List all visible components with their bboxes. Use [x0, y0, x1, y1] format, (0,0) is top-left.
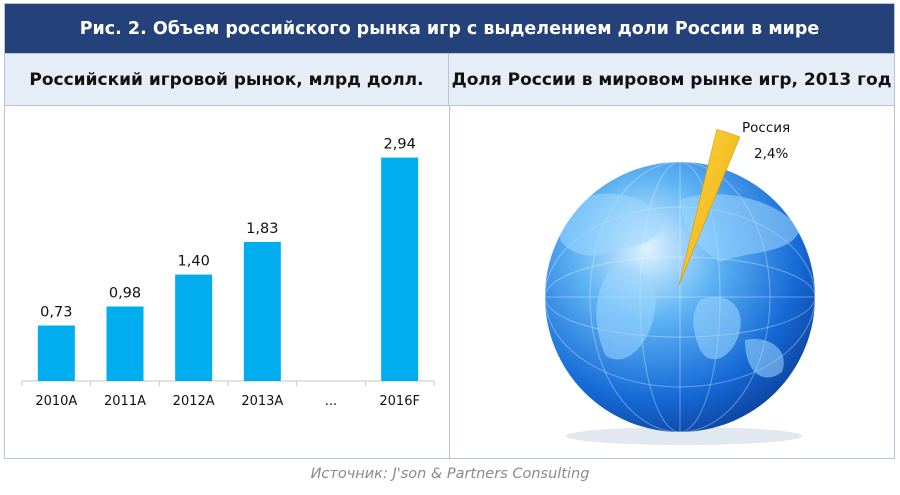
globe-chart: Россия 2,4%	[545, 120, 815, 445]
globe-chart-title: Доля России в мировом рынке игр, 2013 го…	[449, 54, 894, 106]
source-note: Источник: J'son & Partners Consulting	[310, 466, 590, 482]
globe-shadow	[566, 427, 802, 445]
bars-group: 0,73 2010A 0,98 2011A 1,40 2012A 1,83 2013A ... 2…	[35, 137, 420, 409]
x-tick-label-2016F: 2016F	[379, 394, 420, 409]
data-label-2013A: 1,83	[246, 221, 278, 237]
bar-2016F	[381, 157, 419, 381]
x-tick-label-2010A: 2010A	[35, 394, 77, 409]
bar-2010A	[37, 325, 75, 381]
bar-2012A	[175, 274, 213, 381]
x-tick-label-2013A: 2013A	[241, 394, 283, 409]
x-tick-label-...: ...	[325, 394, 337, 409]
x-axis-ticks	[21, 381, 435, 386]
bar-2011A	[106, 306, 144, 381]
bar-2013A	[243, 241, 281, 381]
continents	[560, 193, 800, 378]
data-label-2010A: 0,73	[40, 305, 72, 321]
bar-chart: 0,73 2010A 0,98 2011A 1,40 2012A 1,83 2013A ... 2…	[21, 137, 435, 409]
slice-Россия	[678, 129, 741, 286]
bar-chart-title: Российский игровой рынок, млрд долл.	[5, 54, 449, 106]
data-label-2011A: 0,98	[109, 286, 141, 302]
x-tick-label-2011A: 2011A	[104, 394, 146, 409]
globe-slices	[678, 129, 741, 286]
data-label-2016F: 2,94	[384, 137, 416, 153]
data-label-2012A: 1,40	[178, 254, 210, 270]
slice-label-russia-name: Россия	[742, 120, 790, 136]
x-tick-label-2012A: 2012A	[173, 394, 215, 409]
charts-canvas: 0,73 2010A 0,98 2011A 1,40 2012A 1,83 2013A ... 2…	[21, 120, 815, 445]
figure-title: Рис. 2. Объем российского рынка игр с вы…	[5, 4, 894, 54]
slice-label-russia-value: 2,4%	[754, 146, 788, 162]
panel-divider	[449, 106, 450, 458]
